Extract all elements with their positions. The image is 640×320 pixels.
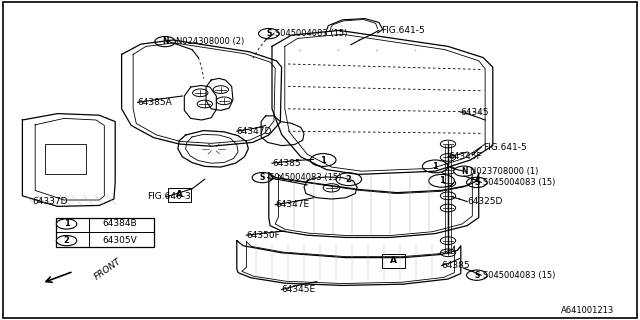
Text: S045004083 (15): S045004083 (15) (275, 29, 348, 38)
Text: S: S (266, 29, 271, 38)
Circle shape (323, 184, 340, 192)
Text: 1: 1 (432, 162, 438, 171)
Text: A641001213: A641001213 (561, 306, 614, 315)
Text: FIG.641-5: FIG.641-5 (381, 26, 424, 35)
Text: 1: 1 (438, 176, 445, 185)
Circle shape (440, 154, 456, 161)
Text: 64347D: 64347D (237, 127, 272, 136)
Text: 64350F: 64350F (246, 231, 280, 240)
Text: FRONT: FRONT (93, 256, 123, 281)
Text: S: S (474, 271, 479, 280)
Text: 2: 2 (346, 175, 352, 184)
Text: N: N (162, 37, 168, 46)
Circle shape (440, 179, 456, 187)
Circle shape (56, 219, 77, 229)
Text: S: S (260, 173, 265, 182)
Text: 64345: 64345 (461, 108, 490, 116)
Bar (382, 254, 405, 268)
Text: 64337D: 64337D (32, 197, 67, 206)
Text: S045004083 (15): S045004083 (15) (483, 271, 556, 280)
Circle shape (440, 140, 456, 148)
Text: 64305V: 64305V (102, 236, 137, 245)
Text: 64385: 64385 (272, 159, 301, 168)
Circle shape (252, 172, 273, 183)
Circle shape (56, 236, 77, 246)
Text: S045004083 (15): S045004083 (15) (269, 173, 341, 182)
Text: 64384B: 64384B (102, 220, 137, 228)
Circle shape (216, 97, 232, 105)
Text: 64385: 64385 (442, 261, 470, 270)
Circle shape (197, 100, 212, 108)
Text: S: S (474, 178, 479, 187)
Text: S045004083 (15): S045004083 (15) (483, 178, 556, 187)
Circle shape (440, 166, 456, 174)
Circle shape (440, 249, 456, 257)
Circle shape (336, 173, 362, 186)
Text: 2: 2 (63, 236, 70, 245)
Circle shape (422, 160, 448, 173)
Circle shape (213, 86, 228, 93)
Circle shape (155, 36, 175, 47)
Text: A: A (390, 256, 397, 265)
Text: 1: 1 (63, 220, 70, 228)
Text: 64385A: 64385A (138, 98, 172, 107)
Bar (45, 144, 86, 174)
Text: 64325D: 64325D (467, 197, 502, 206)
Circle shape (467, 177, 487, 188)
Circle shape (440, 237, 456, 244)
Text: 1: 1 (320, 156, 326, 164)
Text: N024308000 (2): N024308000 (2) (176, 37, 244, 46)
Text: N023708000 (1): N023708000 (1) (470, 167, 539, 176)
Text: 64347E: 64347E (275, 200, 309, 209)
Text: A: A (176, 190, 182, 199)
Circle shape (440, 192, 456, 200)
Bar (168, 188, 191, 202)
Text: 64345E: 64345E (282, 285, 316, 294)
Circle shape (440, 204, 456, 212)
Text: FIG.646-3: FIG.646-3 (147, 192, 191, 201)
Text: 64345F: 64345F (448, 152, 482, 161)
Text: FIG.641-5: FIG.641-5 (483, 143, 527, 152)
Circle shape (429, 174, 454, 187)
Circle shape (310, 154, 336, 166)
Circle shape (259, 28, 279, 39)
Circle shape (454, 166, 474, 176)
Circle shape (193, 89, 208, 97)
Bar (56, 218, 154, 247)
Text: N: N (461, 167, 467, 176)
Circle shape (467, 270, 487, 280)
